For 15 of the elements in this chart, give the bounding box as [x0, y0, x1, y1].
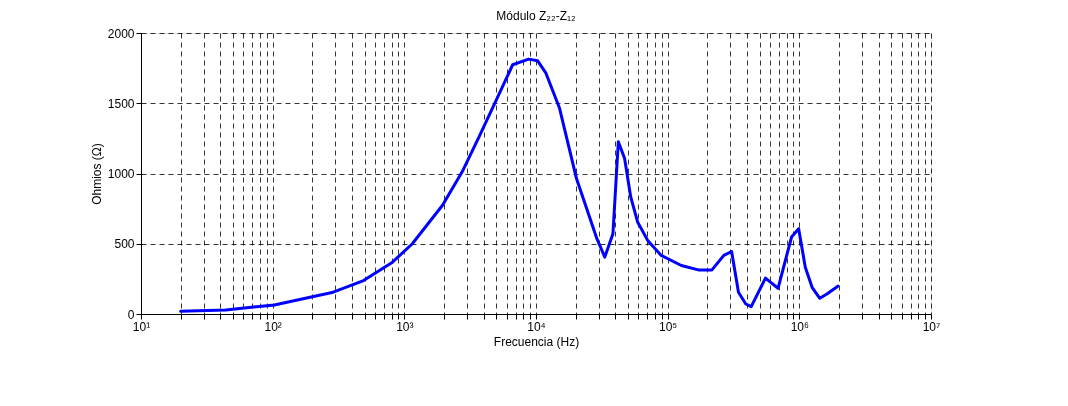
y-tick-label: 1000: [107, 167, 135, 181]
x-tick-label: 10⁵: [659, 319, 678, 334]
x-tick-label: 10²: [264, 319, 282, 334]
y-tick-label: 1500: [107, 96, 135, 111]
chart-title: Módulo Z₂₂-Z₁₂: [496, 9, 577, 23]
x-tick-label: 10⁷: [922, 319, 941, 334]
x-tick-label: 10⁶: [790, 319, 810, 334]
x-axis-title: Frecuencia (Hz): [493, 334, 580, 349]
y-tick-label: 0: [127, 307, 135, 322]
y-axis-title: Ohmios (Ω): [89, 143, 104, 205]
y-tick-label: 500: [114, 237, 135, 252]
y-tick-label: 2000: [107, 26, 135, 41]
x-tick-label: 10³: [396, 319, 414, 334]
x-tick-label: 10⁴: [527, 319, 546, 334]
x-tick-label: 10¹: [132, 319, 151, 334]
